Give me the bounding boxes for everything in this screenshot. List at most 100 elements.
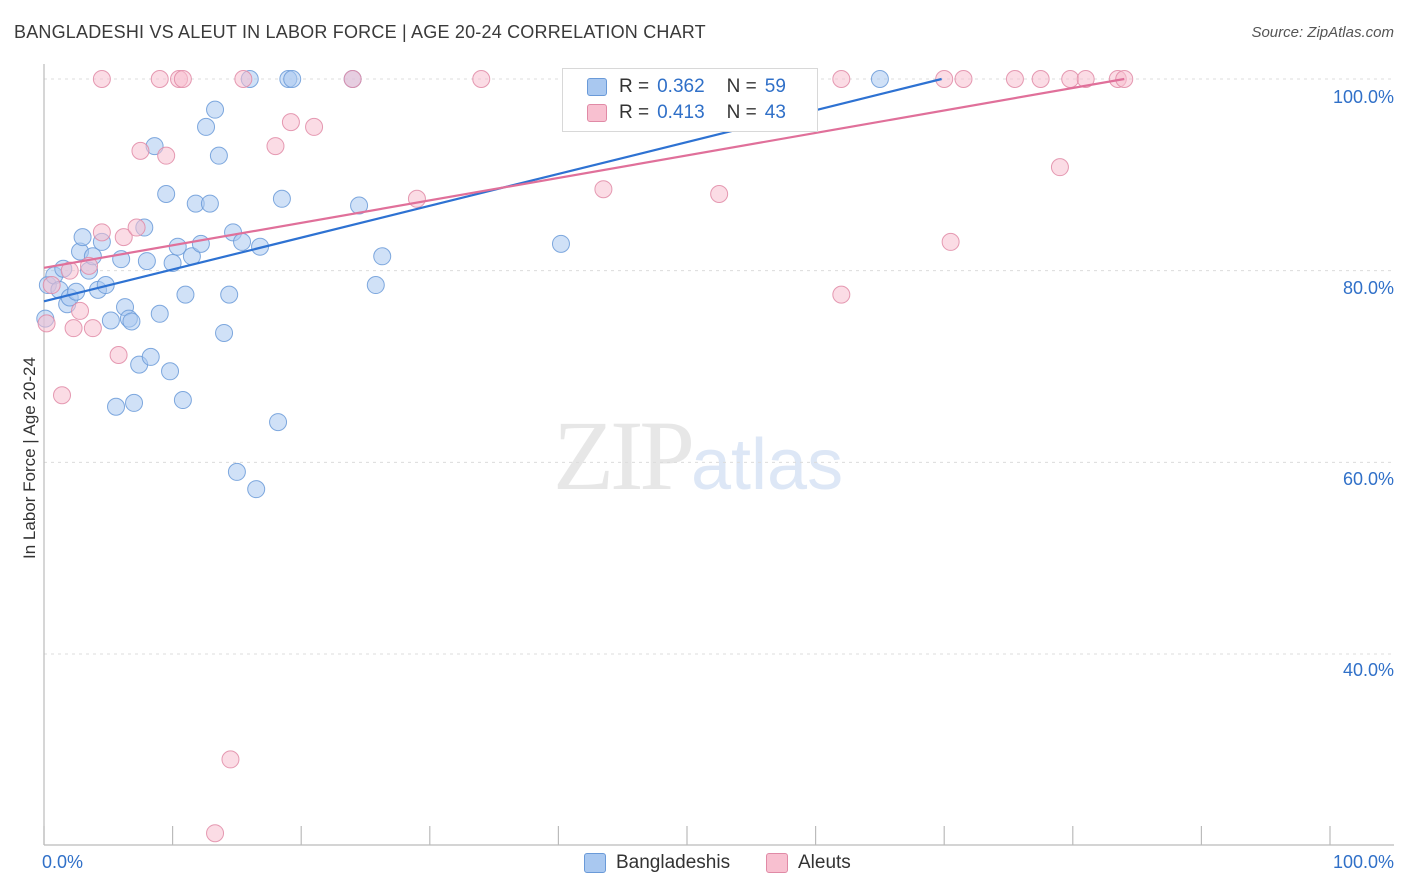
watermark-atlas: atlas (691, 425, 844, 505)
bangladeshis-point (73, 228, 92, 247)
bangladeshis-point (197, 117, 216, 136)
bangladeshis-point (272, 189, 291, 208)
bangladeshis-point (141, 347, 160, 366)
bangladeshis-point (209, 146, 228, 165)
aleuts-point (1076, 70, 1095, 88)
aleuts-point (832, 285, 851, 304)
aleuts-point (954, 70, 973, 88)
stats-n-label: N = (726, 102, 757, 123)
stats-n-label: N = (726, 76, 757, 97)
aleuts-point (941, 232, 960, 251)
legend-item-bangladeshis[interactable]: Bangladeshis (584, 852, 730, 874)
x-tick-100: 100.0% (1332, 852, 1394, 872)
bangladeshis-point (176, 285, 195, 304)
legend-swatch-bangladeshis (584, 853, 606, 873)
stats-r-value: 0.362 (657, 76, 705, 97)
bangladeshis-point (137, 252, 156, 271)
stats-row-aleuts: R = 0.413 N = 43 (587, 101, 786, 125)
aleuts-point (127, 218, 146, 237)
aleuts-point (71, 301, 90, 320)
legend-swatch-aleuts (766, 853, 788, 873)
y-tick-60: 60.0% (1342, 469, 1394, 489)
stats-r-label: R = (619, 76, 650, 97)
stats-n-value: 59 (764, 76, 786, 97)
aleuts-point (221, 750, 240, 769)
watermark-zip: ZIP (553, 400, 695, 511)
aleuts-point (594, 180, 613, 199)
aleuts-point (234, 70, 253, 88)
x-tick-0: 0.0% (42, 852, 84, 872)
legend-item-aleuts[interactable]: Aleuts (766, 852, 851, 874)
legend-label-aleuts: Aleuts (798, 852, 851, 873)
bangladeshis-point (191, 234, 210, 253)
aleuts-trend-line (43, 77, 1125, 269)
watermark: ZIPatlas (553, 398, 843, 513)
stats-r-value: 0.413 (657, 102, 705, 123)
aleuts-point (131, 141, 150, 160)
aleuts-point (83, 319, 102, 338)
aleuts-point (64, 319, 83, 338)
aleuts-point (206, 824, 225, 843)
bangladeshis-point (227, 462, 246, 481)
stats-swatch-aleuts (587, 104, 607, 122)
aleuts-point (60, 261, 79, 280)
bangladeshis-point (173, 391, 192, 410)
y-tick-80: 80.0% (1342, 278, 1394, 298)
aleuts-point (1061, 70, 1080, 88)
bangladeshis-point (551, 234, 570, 253)
stats-box: R = 0.362 N = 59 R = 0.413 N = 43 (562, 68, 818, 132)
stats-row-bangladeshis: R = 0.362 N = 59 (587, 75, 786, 99)
bangladeshis-point (373, 247, 392, 266)
bangladeshis-point (206, 100, 225, 119)
y-tick-40: 40.0% (1342, 660, 1394, 680)
bangladeshis-point (247, 480, 266, 499)
aleuts-point (935, 70, 954, 88)
bangladeshis-point (122, 312, 141, 331)
bangladeshis-point (350, 196, 369, 215)
bangladeshis-point (150, 304, 169, 323)
y-tick-100: 100.0% (1332, 87, 1394, 107)
bangladeshis-point (157, 185, 176, 203)
legend-label-bangladeshis: Bangladeshis (616, 852, 731, 873)
bangladeshis-point (870, 70, 889, 88)
aleuts-point (109, 346, 128, 364)
aleuts-point (1005, 70, 1024, 88)
bangladeshis-point (125, 393, 144, 412)
stats-swatch-bangladeshis (587, 78, 607, 96)
aleuts-point (1031, 70, 1050, 88)
aleuts-point (710, 185, 729, 203)
bangladeshis-point (220, 285, 239, 304)
bangladeshis-point (107, 397, 126, 416)
aleuts-point (343, 70, 362, 88)
aleuts-point (114, 228, 133, 247)
bangladeshis-point (161, 362, 180, 381)
bangladeshis-point (269, 413, 288, 432)
bangladeshis-point (163, 254, 182, 272)
bangladeshis-point (283, 70, 302, 88)
aleuts-point (472, 70, 491, 88)
aleuts-point (305, 117, 324, 136)
aleuts-point (266, 137, 285, 156)
y-axis-label: In Labor Force | Age 20-24 (20, 357, 39, 559)
aleuts-point (92, 223, 111, 242)
bangladeshis-point (200, 194, 219, 213)
bangladeshis-point (215, 323, 234, 342)
aleuts-point (92, 70, 111, 88)
aleuts-point (173, 70, 192, 88)
aleuts-point (42, 276, 61, 295)
bangladeshis-point (233, 232, 252, 251)
aleuts-point (1050, 158, 1069, 177)
chart-title: BANGLADESHI VS ALEUT IN LABOR FORCE | AG… (14, 22, 706, 42)
aleuts-point (150, 70, 169, 88)
aleuts-point (832, 70, 851, 88)
stats-n-value: 43 (764, 102, 786, 123)
bangladeshis-point (101, 311, 120, 330)
aleuts-point (53, 386, 72, 405)
stats-r-label: R = (619, 102, 650, 123)
aleuts-point (281, 113, 300, 132)
bangladeshis-point (366, 276, 385, 295)
aleuts-point (157, 146, 176, 165)
aleuts-point (37, 314, 56, 333)
source-label: Source: ZipAtlas.com (1251, 24, 1394, 41)
